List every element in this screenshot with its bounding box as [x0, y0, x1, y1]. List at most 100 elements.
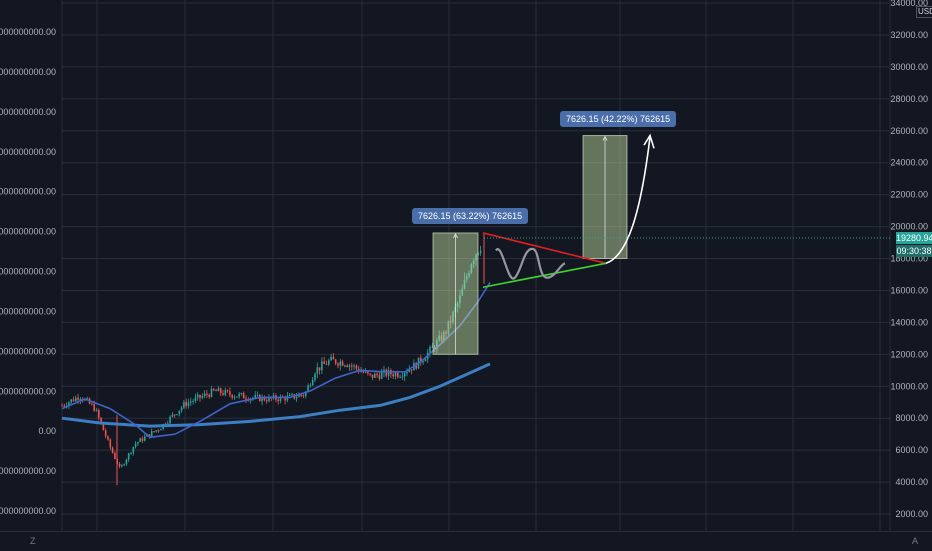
candle-body [91, 403, 93, 405]
candle-body [144, 436, 146, 441]
auto-scale-button[interactable]: A [912, 536, 919, 546]
candle-body [121, 465, 123, 467]
left-axis-tick: 9000000000.00 [0, 67, 56, 77]
candle-body [288, 394, 291, 396]
candle-body [438, 335, 440, 341]
right-axis-tick: 28000.00 [890, 94, 928, 104]
projection-arrow-path [605, 137, 651, 265]
left-axis-tick: 6000000000.00 [0, 187, 56, 197]
candle-body [422, 361, 424, 363]
moving-average-fast [61, 282, 491, 439]
candle-body [397, 372, 399, 377]
candle-body [75, 397, 77, 402]
candle-body [100, 417, 102, 424]
candle-body [130, 452, 132, 454]
candle-body [401, 376, 404, 378]
candle-body [369, 373, 371, 375]
candle-body [332, 356, 335, 360]
candle-body [344, 365, 346, 367]
candle-body [371, 374, 374, 378]
candle-body [141, 438, 144, 441]
candle-body [351, 365, 353, 367]
candle-body [466, 276, 468, 280]
candle-body [284, 397, 286, 401]
candle-body [217, 388, 220, 392]
candle-body [415, 362, 417, 369]
candle-body [194, 397, 197, 401]
candle-body [337, 363, 339, 366]
candle-body [226, 390, 229, 392]
candle-body [190, 401, 192, 403]
candle-body [277, 399, 279, 402]
candle-body [447, 320, 450, 334]
candle-body [233, 396, 236, 398]
right-axis-tick: 22000.00 [890, 190, 928, 200]
candle-body [318, 367, 321, 371]
candle-body [325, 363, 328, 365]
candle-body [93, 404, 95, 411]
zoom-corner-button[interactable]: Z [30, 536, 36, 546]
left-axis-tick: -2000000000.00 [0, 506, 56, 516]
candle-body [355, 365, 358, 369]
candle-body [95, 409, 98, 411]
candle-body [148, 434, 151, 437]
candle-body [263, 396, 266, 401]
candle-body [109, 439, 112, 448]
left-axis-tick: 7000000000.00 [0, 147, 56, 157]
wave-projection-path [495, 247, 566, 280]
left-axis-tick: 0.00 [38, 426, 56, 436]
moving-average-slow [61, 362, 491, 428]
candle-body [206, 393, 208, 395]
candle-body [360, 371, 362, 373]
candle-body [176, 414, 178, 416]
right-axis-tick: 2000.00 [895, 509, 928, 519]
left-axis-tick: 3000000000.00 [0, 306, 56, 316]
candle-body [440, 335, 443, 341]
candle-body [238, 393, 240, 397]
candle-body [160, 429, 162, 431]
candle-body [424, 359, 427, 362]
candle-body [192, 400, 194, 402]
right-axis-tick: 16000.00 [890, 285, 928, 295]
candle-body [479, 250, 482, 254]
candle-body [399, 376, 401, 378]
candle-body [242, 393, 245, 399]
candle-body [153, 431, 155, 433]
candle-body [132, 446, 135, 453]
measure-label-2: 7626.15 (42.22%) 762615 [560, 111, 677, 127]
candle-body [436, 340, 438, 350]
candle-body [443, 331, 445, 341]
current-price-label: 19280.94 [896, 232, 932, 244]
candle-body [302, 395, 305, 397]
candle-body [111, 447, 114, 453]
candle-body [459, 295, 461, 304]
candle-body [300, 394, 302, 396]
candle-body [236, 396, 238, 398]
candle-body [353, 365, 355, 367]
grid-lines [62, 0, 890, 531]
left-axis-tick: 4000000000.00 [0, 267, 56, 277]
candle-body [394, 372, 397, 377]
candle-body [137, 442, 139, 444]
candle-body [380, 372, 383, 379]
measure-box-2 [582, 135, 628, 259]
candle-body [461, 288, 463, 296]
right-axis-tick: 34000.00 [890, 0, 928, 8]
candle-body [346, 365, 348, 367]
candle-body [178, 410, 181, 415]
candle-body [199, 394, 201, 398]
right-axis-tick: 6000.00 [895, 445, 928, 455]
candle-body [362, 371, 365, 373]
candle-body [387, 370, 390, 376]
candle-body [102, 423, 105, 431]
candle-body [208, 394, 210, 397]
projection-arrowhead [643, 133, 655, 149]
currency-badge: USD [916, 6, 932, 18]
left-axis-tick: -1000000000.00 [0, 466, 56, 476]
candle-body [408, 369, 411, 372]
measure-arrowhead [602, 135, 608, 141]
candle-body [256, 394, 259, 396]
candle-body [213, 388, 215, 391]
candle-body [295, 397, 298, 399]
